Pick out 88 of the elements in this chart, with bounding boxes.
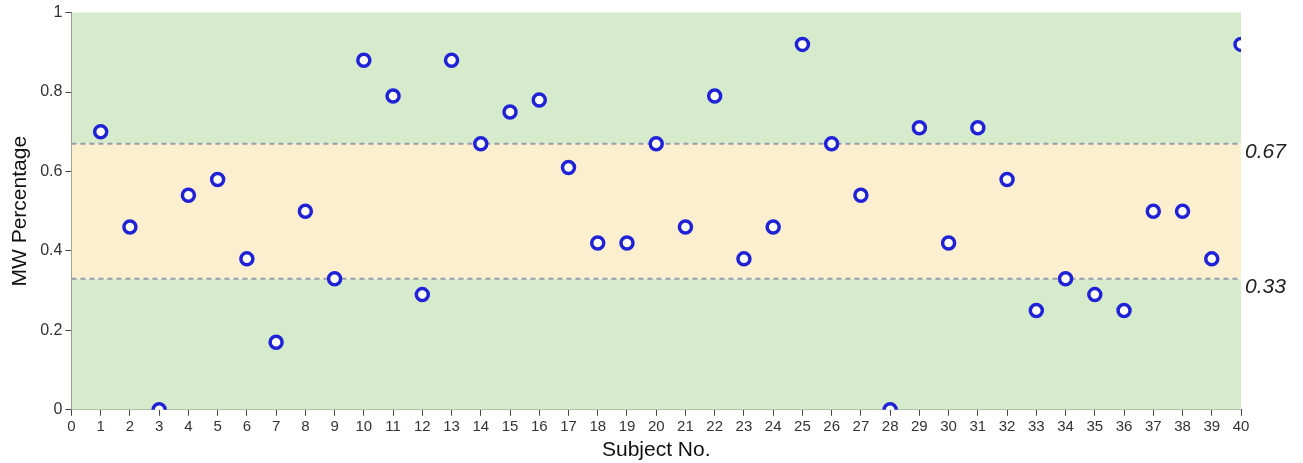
x-tick-label: 6 (242, 416, 252, 434)
point (92, 124, 109, 140)
x-tick-label: 20 (647, 416, 665, 434)
point (1028, 302, 1045, 319)
x-tick-label: 24 (764, 416, 782, 434)
point (385, 88, 401, 104)
x-tick-label: 25 (794, 416, 811, 434)
x-tick-label: 39 (1203, 416, 1221, 434)
point (122, 219, 138, 235)
point (297, 203, 314, 219)
point (648, 135, 664, 152)
x-tick-label: 13 (443, 416, 460, 434)
x-tick-label: 27 (852, 416, 870, 434)
x-tick-label: 1 (96, 416, 105, 434)
point (999, 171, 1015, 188)
point (706, 88, 723, 104)
x-tick-label: 38 (1174, 416, 1191, 434)
x-tick-label: 19 (618, 416, 636, 434)
y-tick-label: 0.6 (40, 161, 63, 179)
x-tick-label: 5 (213, 416, 222, 434)
point (443, 52, 460, 69)
x-axis-title: Subject No. (601, 437, 711, 461)
x-tick-label: 10 (355, 416, 373, 434)
x-tick-label: 36 (1115, 416, 1133, 434)
point (1087, 286, 1103, 303)
ref-line-label: 0.67 (1245, 138, 1288, 162)
point (823, 135, 840, 152)
y-tick-label: 1 (53, 3, 63, 21)
point (356, 52, 372, 69)
point (180, 187, 197, 204)
x-tick-label: 32 (998, 416, 1016, 434)
point (736, 251, 752, 267)
point (531, 92, 548, 108)
point (1116, 302, 1132, 319)
point (1204, 251, 1220, 267)
x-tick-label: 15 (501, 416, 519, 434)
x-tick-label: 34 (1057, 416, 1074, 434)
x-tick-label: 3 (154, 416, 164, 434)
y-tick-label: 0 (53, 400, 63, 418)
x-tick-label: 2 (125, 416, 135, 434)
x-tick-label: 23 (735, 416, 753, 434)
x-tick-label: 12 (413, 416, 431, 434)
x-tick-label: 7 (271, 416, 281, 434)
point (677, 219, 694, 235)
x-tick-label: 26 (823, 416, 840, 434)
point (414, 286, 431, 303)
point (1057, 270, 1074, 287)
x-tick-label: 21 (677, 416, 694, 434)
x-tick-label: 16 (530, 416, 548, 434)
point (268, 334, 284, 351)
point (560, 159, 577, 176)
point (1145, 203, 1162, 219)
point (853, 187, 869, 204)
x-tick-label: 8 (301, 416, 310, 434)
point (1174, 203, 1191, 219)
x-tick-label: 37 (1144, 416, 1162, 434)
y-tick-label: 0.4 (40, 241, 63, 259)
point (239, 251, 255, 267)
point (326, 270, 343, 287)
x-tick-label: 14 (472, 416, 490, 434)
point (502, 104, 518, 120)
x-tick-label: 4 (184, 416, 193, 434)
point (209, 171, 226, 188)
y-axis-title: MW Percentage (7, 135, 31, 287)
x-tick-label: 35 (1086, 416, 1104, 434)
point (589, 235, 606, 251)
point (940, 235, 957, 251)
point (765, 219, 781, 235)
x-tick-label: 28 (881, 416, 899, 434)
x-tick-label: 18 (589, 416, 607, 434)
x-tick-label: 22 (706, 416, 724, 434)
point (619, 235, 635, 251)
ref-line-label: 0.33 (1245, 273, 1287, 297)
x-tick-label: 31 (969, 416, 987, 434)
x-tick-label: 11 (385, 416, 401, 434)
point (473, 135, 489, 152)
y-tick-label: 0.8 (40, 82, 63, 100)
x-tick-label: 30 (940, 416, 957, 434)
y-tick-label: 0.2 (40, 320, 63, 338)
x-tick-label: 0 (67, 416, 76, 434)
x-tick-label: 17 (560, 416, 577, 434)
x-tick-label: 29 (911, 416, 928, 434)
x-tick-label: 40 (1232, 416, 1250, 434)
point (794, 36, 811, 53)
point (911, 120, 928, 136)
point (970, 120, 986, 136)
x-tick-label: 33 (1027, 416, 1045, 434)
x-tick-label: 9 (330, 416, 339, 434)
